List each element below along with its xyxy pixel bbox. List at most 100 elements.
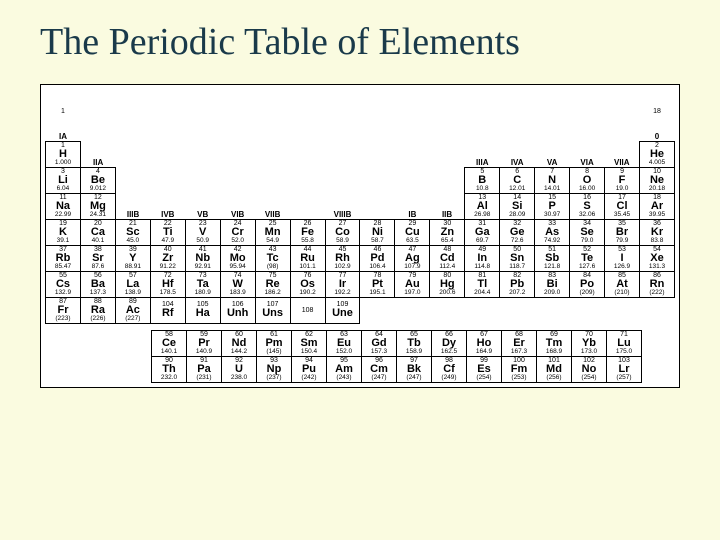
element-cell-sc: 21Sc45.0 [115,219,150,245]
element-cell-pm: 61Pm(145) [257,330,292,356]
element-cell-i: 53I126.9 [605,245,640,271]
element-cell-th: 90Th232.0 [152,356,187,382]
element-cell-k: 19K39.1 [46,219,81,245]
element-cell-rb: 37Rb85.47 [46,245,81,271]
element-cell-ra: 88Ra(226) [80,297,115,323]
element-cell-o: 8O16.00 [570,167,605,193]
element-cell-n: 7N14.01 [535,167,570,193]
element-cell-os: 76Os190.2 [290,271,325,297]
element-cell-ti: 22Ti47.9 [150,219,185,245]
element-cell-ir: 77Ir192.2 [325,271,360,297]
element-cell-cm: 96Cm(247) [362,356,397,382]
element-cell-s: 16S32.06 [570,193,605,219]
element-cell-ha: 105Ha [185,297,220,323]
periodic-table-main: 118IA01H1.000IIAIIIAIVAVAVIAVIIA2He4.005… [45,89,675,324]
element-cell-pu: 94Pu(242) [292,356,327,382]
element-cell-cf: 98Cf(249) [432,356,467,382]
element-cell-pt: 78Pt195.1 [360,271,395,297]
element-cell-sm: 62Sm150.4 [292,330,327,356]
element-cell-rh: 45Rh102.9 [325,245,360,271]
slide: The Periodic Table of Elements 118IA01H1… [0,0,720,540]
element-cell-zn: 30Zn65.4 [430,219,465,245]
element-cell-cr: 24Cr52.0 [220,219,255,245]
element-cell-c: 6C12.01 [500,167,535,193]
element-cell-fr: 87Fr(223) [46,297,81,323]
element-cell-w: 74W183.9 [220,271,255,297]
element-cell-tc: 43Tc(98) [255,245,290,271]
element-cell-dy: 66Dy162.5 [432,330,467,356]
element-cell-ba: 56Ba137.3 [80,271,115,297]
element-cell-cs: 55Cs132.9 [46,271,81,297]
element-cell-rf: 104Rf [150,297,185,323]
element-cell-uns: 107Uns [255,297,290,323]
element-cell-pr: 59Pr140.9 [187,330,222,356]
element-cell-bk: 97Bk(247) [397,356,432,382]
element-cell-be: 4Be9.012 [80,167,115,193]
element-cell-tb: 65Tb158.9 [397,330,432,356]
element-cell-re: 75Re186.2 [255,271,290,297]
element-cell-pd: 46Pd106.4 [360,245,395,271]
element-cell-no: 102No(254) [572,356,607,382]
element-cell-md: 101Md(256) [537,356,572,382]
element-cell-: 108 [290,297,325,323]
element-cell-kr: 36Kr83.8 [639,219,674,245]
element-cell-am: 95Am(243) [327,356,362,382]
element-cell-ni: 28Ni58.7 [360,219,395,245]
element-cell-mg: 12Mg24.31 [80,193,115,219]
element-cell-li: 3Li6.04 [46,167,81,193]
element-cell-yb: 70Yb173.0 [572,330,607,356]
element-cell-ar: 18Ar39.95 [639,193,674,219]
element-cell-ge: 32Ge72.6 [500,219,535,245]
element-cell-au: 79Au197.0 [395,271,430,297]
element-cell-pa: 91Pa(231) [187,356,222,382]
element-cell-co: 27Co58.9 [325,219,360,245]
element-cell-h: 1H1.000 [46,141,81,167]
element-cell-eu: 63Eu152.0 [327,330,362,356]
element-cell-sr: 38Sr87.6 [80,245,115,271]
element-cell-cu: 29Cu63.5 [395,219,430,245]
element-cell-zr: 40Zr91.22 [150,245,185,271]
element-cell-fm: 100Fm(253) [502,356,537,382]
element-cell-ru: 44Ru101.1 [290,245,325,271]
element-cell-at: 85At(210) [605,271,640,297]
element-cell-mn: 25Mn54.9 [255,219,290,245]
element-cell-se: 34Se79.0 [570,219,605,245]
element-cell-ho: 67Ho164.9 [467,330,502,356]
element-cell-pb: 82Pb207.2 [500,271,535,297]
element-cell-po: 84Po(209) [570,271,605,297]
element-cell-he: 2He4.005 [639,141,674,167]
element-cell-une: 109Une [325,297,360,323]
element-cell-er: 68Er167.3 [502,330,537,356]
element-cell-b: 5B10.8 [465,167,500,193]
element-cell-na: 11Na22.99 [46,193,81,219]
element-cell-ca: 20Ca40.1 [80,219,115,245]
element-cell-lr: 103Lr(257) [607,356,642,382]
element-cell-unh: 106Unh [220,297,255,323]
element-cell-ag: 47Ag107.9 [395,245,430,271]
element-cell-ce: 58Ce140.1 [152,330,187,356]
element-cell-v: 23V50.9 [185,219,220,245]
element-cell-in: 49In114.8 [465,245,500,271]
element-cell-ta: 73Ta180.9 [185,271,220,297]
element-cell-f: 9F19.0 [605,167,640,193]
element-cell-tl: 81Tl204.4 [465,271,500,297]
element-cell-p: 15P30.97 [535,193,570,219]
page-title: The Periodic Table of Elements [40,20,680,64]
element-cell-gd: 64Gd157.3 [362,330,397,356]
element-cell-np: 93Np(237) [257,356,292,382]
element-cell-la: 57La138.9 [115,271,150,297]
element-cell-mo: 42Mo95.94 [220,245,255,271]
element-cell-sn: 50Sn118.7 [500,245,535,271]
element-cell-si: 14Si28.09 [500,193,535,219]
periodic-table: 118IA01H1.000IIAIIIAIVAVAVIAVIIA2He4.005… [40,84,680,388]
element-cell-es: 99Es(254) [467,356,502,382]
element-cell-ne: 10Ne20.18 [639,167,674,193]
element-cell-ga: 31Ga69.7 [465,219,500,245]
element-cell-y: 39Y88.91 [115,245,150,271]
element-cell-br: 35Br79.9 [605,219,640,245]
element-cell-fe: 26Fe55.8 [290,219,325,245]
element-cell-al: 13Al26.98 [465,193,500,219]
element-cell-hf: 72Hf178.5 [150,271,185,297]
element-cell-bi: 83Bi209.0 [535,271,570,297]
element-cell-te: 52Te127.6 [570,245,605,271]
